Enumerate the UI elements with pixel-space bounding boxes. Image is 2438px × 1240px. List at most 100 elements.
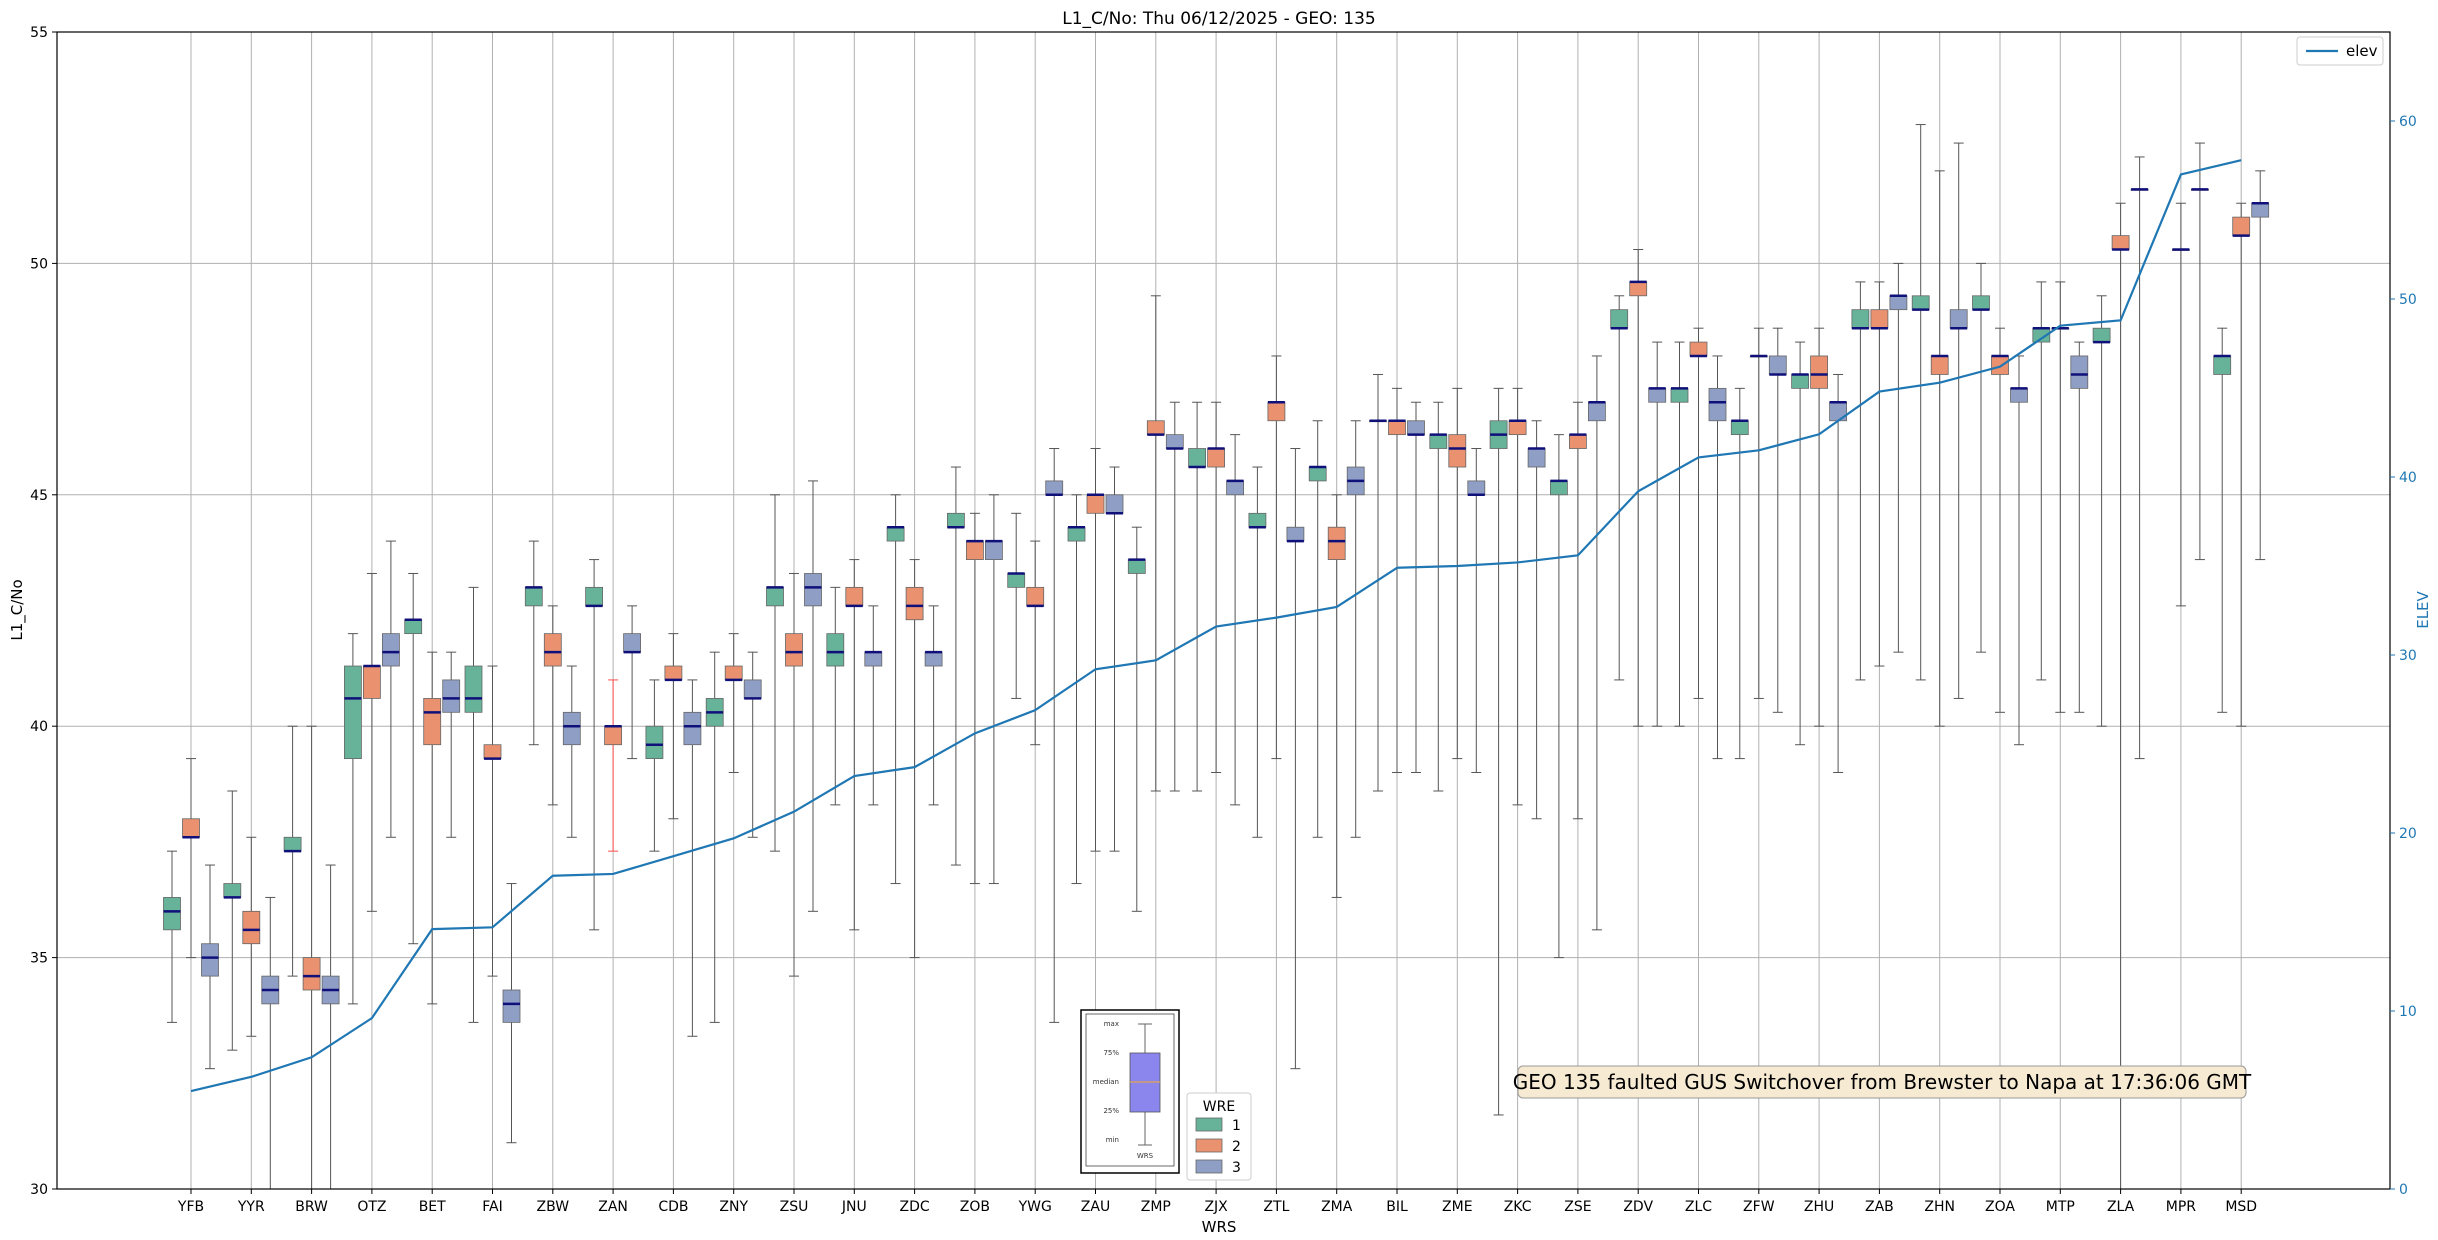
iqr-box — [623, 633, 641, 653]
box-ZBW-wre-3 — [562, 665, 581, 838]
wre-legend-label: 3 — [1232, 1160, 1241, 1176]
x-tick-label: BRW — [295, 1199, 328, 1215]
y-tick-label: 40 — [30, 719, 48, 735]
box-YYR-wre-2 — [242, 836, 261, 1037]
box-YWG-wre-2 — [1026, 540, 1045, 746]
x-tick-label: BET — [419, 1199, 446, 1215]
iqr-box — [1067, 526, 1086, 542]
iqr-box — [2251, 202, 2270, 218]
iqr-box — [502, 989, 521, 1023]
x-tick-label: MPR — [2166, 1199, 2197, 1215]
box-ZHU-wre-1 — [1791, 341, 1809, 746]
x-tick-label: ZAN — [598, 1199, 628, 1215]
iqr-box — [1086, 494, 1105, 514]
box-YFB-wre-2 — [182, 758, 200, 959]
box-ZSU-wre-1 — [766, 494, 784, 852]
y2-tick-label: 60 — [2399, 114, 2417, 130]
iqr-box — [1851, 309, 1870, 329]
iqr-box — [1689, 341, 1708, 357]
iqr-box — [2010, 387, 2028, 403]
iqr-box — [182, 818, 200, 838]
iqr-box — [163, 897, 181, 931]
box-ZKC-wre-2 — [1508, 387, 1527, 806]
box-ZKC-wre-1 — [1489, 387, 1508, 1116]
box-OTZ-wre-3 — [381, 540, 400, 838]
elev-legend: elev — [2296, 36, 2384, 66]
box-ZJX-wre-3 — [1226, 434, 1244, 806]
x-axis: YFB YYR BRW OTZ BET FAI ZBW ZAN CDB ZNY ZSU JNU ZDC Z… — [177, 1189, 2257, 1215]
box-ZAN-wre-2 — [604, 679, 622, 852]
box-YYR-wre-1 — [223, 790, 242, 1051]
box-ZKC-wre-3 — [1527, 420, 1546, 820]
box-CDB-wre-1 — [645, 679, 664, 852]
box-ZTL-wre-1 — [1248, 466, 1267, 838]
box-BET-wre-3 — [442, 651, 461, 838]
y-tick-label: 30 — [30, 1182, 48, 1198]
iqr-box — [1127, 559, 1146, 574]
x-tick-label: ZDV — [1623, 1199, 1653, 1215]
box-ZOA-wre-1 — [1972, 262, 1990, 653]
x-tick-label: ZSE — [1564, 1199, 1591, 1215]
box-OTZ-wre-1 — [343, 633, 362, 1005]
iqr-box — [1327, 526, 1346, 560]
iqr-box — [826, 633, 845, 667]
iqr-box — [947, 512, 965, 528]
box-ZMP-wre-1 — [1127, 526, 1146, 912]
iqr-box — [804, 573, 822, 607]
box-ZAU-wre-1 — [1067, 494, 1086, 885]
x-tick-label: MTP — [2046, 1199, 2075, 1215]
box-BET-wre-1 — [404, 572, 423, 945]
box-ZHU-wre-3 — [1829, 373, 1847, 773]
iqr-box — [404, 619, 423, 635]
x-tick-label: JNU — [841, 1199, 867, 1215]
box-FAI-wre-2 — [483, 665, 502, 977]
box-MTP-wre-1 — [2032, 281, 2051, 681]
x-tick-label: FAI — [482, 1199, 502, 1215]
x-tick-label: ZJX — [1204, 1199, 1228, 1215]
box-ZHN-wre-2 — [1930, 170, 1949, 727]
box-ZOB-wre-1 — [947, 466, 965, 866]
box-ZHN-wre-3 — [1949, 142, 1968, 699]
iqr-box — [1429, 434, 1448, 449]
x-tick-label: ZHU — [1804, 1199, 1834, 1215]
box-ZJX-wre-1 — [1188, 401, 1206, 792]
box-ZNY-wre-2 — [724, 633, 743, 773]
x-tick-label: ZME — [1442, 1199, 1473, 1215]
iqr-box — [1730, 420, 1749, 436]
iqr-box — [585, 586, 603, 607]
wre-legend-swatch — [1195, 1159, 1223, 1174]
box-ZLA-wre-3 — [2130, 156, 2149, 760]
wre-legend-swatch — [1195, 1138, 1223, 1153]
x-tick-label: ZLA — [2107, 1199, 2135, 1215]
box-ZDC-wre-1 — [886, 494, 905, 885]
iqr-box — [743, 679, 762, 699]
iqr-box — [1448, 434, 1467, 468]
y-tick-label: 55 — [30, 25, 48, 41]
box-ZLC-wre-1 — [1670, 341, 1689, 727]
box-JNU-wre-3 — [864, 605, 883, 806]
iqr-box — [1045, 480, 1064, 496]
box-BET-wre-2 — [423, 651, 442, 1005]
box-ZOA-wre-2 — [1991, 327, 2009, 713]
box-ZAB-wre-1 — [1851, 281, 1870, 681]
box-ZAN-wre-1 — [585, 559, 603, 931]
grid-lines — [57, 32, 2390, 1189]
iqr-box — [766, 586, 784, 607]
box-JNU-wre-1 — [826, 586, 845, 806]
box-BRW-wre-3 — [321, 864, 340, 1190]
box-YFB-wre-3 — [201, 864, 219, 1070]
key-inset-label: min — [1106, 1136, 1119, 1144]
iqr-box — [604, 725, 622, 746]
iqr-box — [283, 836, 302, 852]
iqr-box — [302, 957, 321, 991]
box-ZDV-wre-1 — [1610, 295, 1629, 681]
box-ZSU-wre-2 — [785, 572, 803, 977]
box-MPR-wre-2 — [2171, 202, 2190, 607]
box-ZMP-wre-2 — [1146, 295, 1165, 792]
iqr-box — [1708, 387, 1727, 422]
iqr-box — [1949, 309, 1968, 329]
box-ZAB-wre-2 — [1870, 281, 1889, 667]
box-BRW-wre-1 — [283, 725, 302, 977]
wre-legend-label: 1 — [1232, 1118, 1241, 1134]
